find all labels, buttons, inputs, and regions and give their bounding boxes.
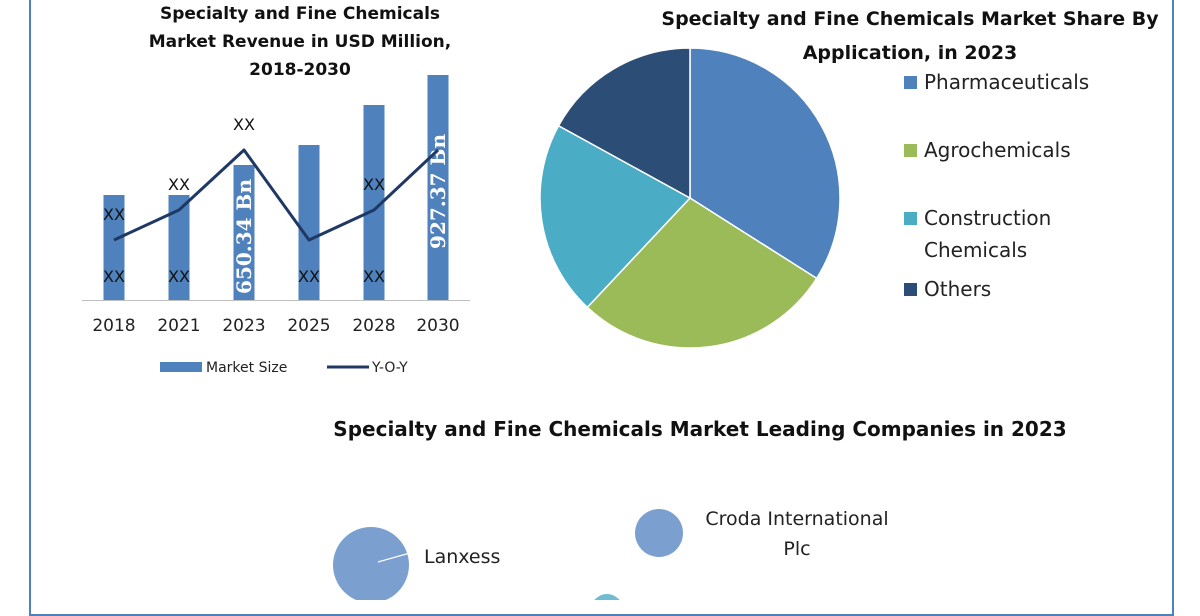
pie-legend-label-agrochemicals: Agrochemicals bbox=[924, 138, 1071, 162]
x-tick-2028: 2028 bbox=[352, 316, 395, 336]
bar-label-2028: XX bbox=[363, 267, 385, 286]
x-tick-2021: 2021 bbox=[157, 316, 200, 336]
bar-title-line-2: Market Revenue in USD Million, bbox=[148, 32, 452, 52]
pie-slice-agrochemicals bbox=[586, 197, 818, 349]
pie-legend-label-pharmaceuticals: Pharmaceuticals bbox=[924, 70, 1089, 94]
bar-label-2025: XX bbox=[298, 267, 320, 286]
pie-title-line-2: Application, in 2023 bbox=[802, 42, 1018, 64]
bar-2018 bbox=[103, 195, 125, 300]
pie-slice-pharmaceuticals bbox=[689, 47, 841, 280]
company-label-croda-line-2: Plc bbox=[783, 538, 810, 560]
company-bubble-partial bbox=[594, 594, 620, 600]
pie-legend-swatch-construction-chemicals bbox=[904, 212, 917, 225]
pie-legend-label-construction-chemicals: Construction bbox=[924, 206, 1051, 230]
x-tick-2030: 2030 bbox=[416, 316, 459, 336]
bar-label-2021: XX bbox=[168, 267, 190, 286]
legend-label-market-size: Market Size bbox=[206, 360, 287, 376]
pie-legend-swatch-others bbox=[904, 283, 917, 296]
company-bubble-lanxess bbox=[333, 527, 409, 600]
pie-legend-label-others: Others bbox=[924, 277, 991, 301]
companies-chart-title: Specialty and Fine Chemicals Market Lead… bbox=[333, 417, 1067, 441]
yoy-label-2028: XX bbox=[363, 175, 385, 194]
pie-slice-construction-chemicals bbox=[539, 124, 692, 309]
bar-2030 bbox=[427, 75, 449, 300]
bar-2023 bbox=[233, 165, 255, 300]
yoy-label-2018: XX bbox=[103, 205, 125, 224]
pie-legend-label-construction-chemicals-line-2: Chemicals bbox=[924, 238, 1027, 262]
company-leader-lanxess bbox=[377, 552, 411, 563]
pie-chart-title: Specialty and Fine Chemicals Market Shar… bbox=[650, 2, 1170, 70]
yoy-label-2023: XX bbox=[233, 115, 255, 134]
x-tick-2018: 2018 bbox=[92, 316, 135, 336]
bar-label-2030: 927.37 Bn bbox=[426, 134, 450, 249]
bar-2028 bbox=[363, 105, 385, 300]
company-label-croda-line-1: Croda International bbox=[705, 508, 888, 530]
bar-title-line-1: Specialty and Fine Chemicals bbox=[159, 4, 441, 24]
pie-title-line-1: Specialty and Fine Chemicals Market Shar… bbox=[661, 8, 1159, 30]
company-bubble-croda bbox=[635, 509, 683, 557]
bar-2021 bbox=[168, 195, 190, 300]
bar-chart-title: Specialty and Fine Chemicals Market Reve… bbox=[110, 0, 490, 84]
yoy-label-2021: XX bbox=[168, 175, 190, 194]
pie-slice-others bbox=[557, 47, 691, 200]
x-tick-2025: 2025 bbox=[287, 316, 330, 336]
bar-title-line-3: 2018-2030 bbox=[249, 60, 351, 80]
bar-label-2018: XX bbox=[103, 267, 125, 286]
pie-legend-swatch-pharmaceuticals bbox=[904, 76, 917, 89]
pie-legend-swatch-agrochemicals bbox=[904, 144, 917, 157]
legend-label-yoy: Y-O-Y bbox=[371, 360, 408, 376]
bar-label-2023: 650.34 Bn bbox=[232, 179, 256, 294]
bar-2025 bbox=[298, 145, 320, 300]
chart-canvas: XX 2018 XX 2021 650.34 Bn 2023 XX 2025 XX 2028 927… bbox=[82, 47, 1089, 600]
legend-swatch-market-size bbox=[160, 362, 202, 372]
company-label-lanxess: Lanxess bbox=[424, 546, 500, 568]
x-tick-2023: 2023 bbox=[222, 316, 265, 336]
yoy-line bbox=[113, 148, 440, 242]
